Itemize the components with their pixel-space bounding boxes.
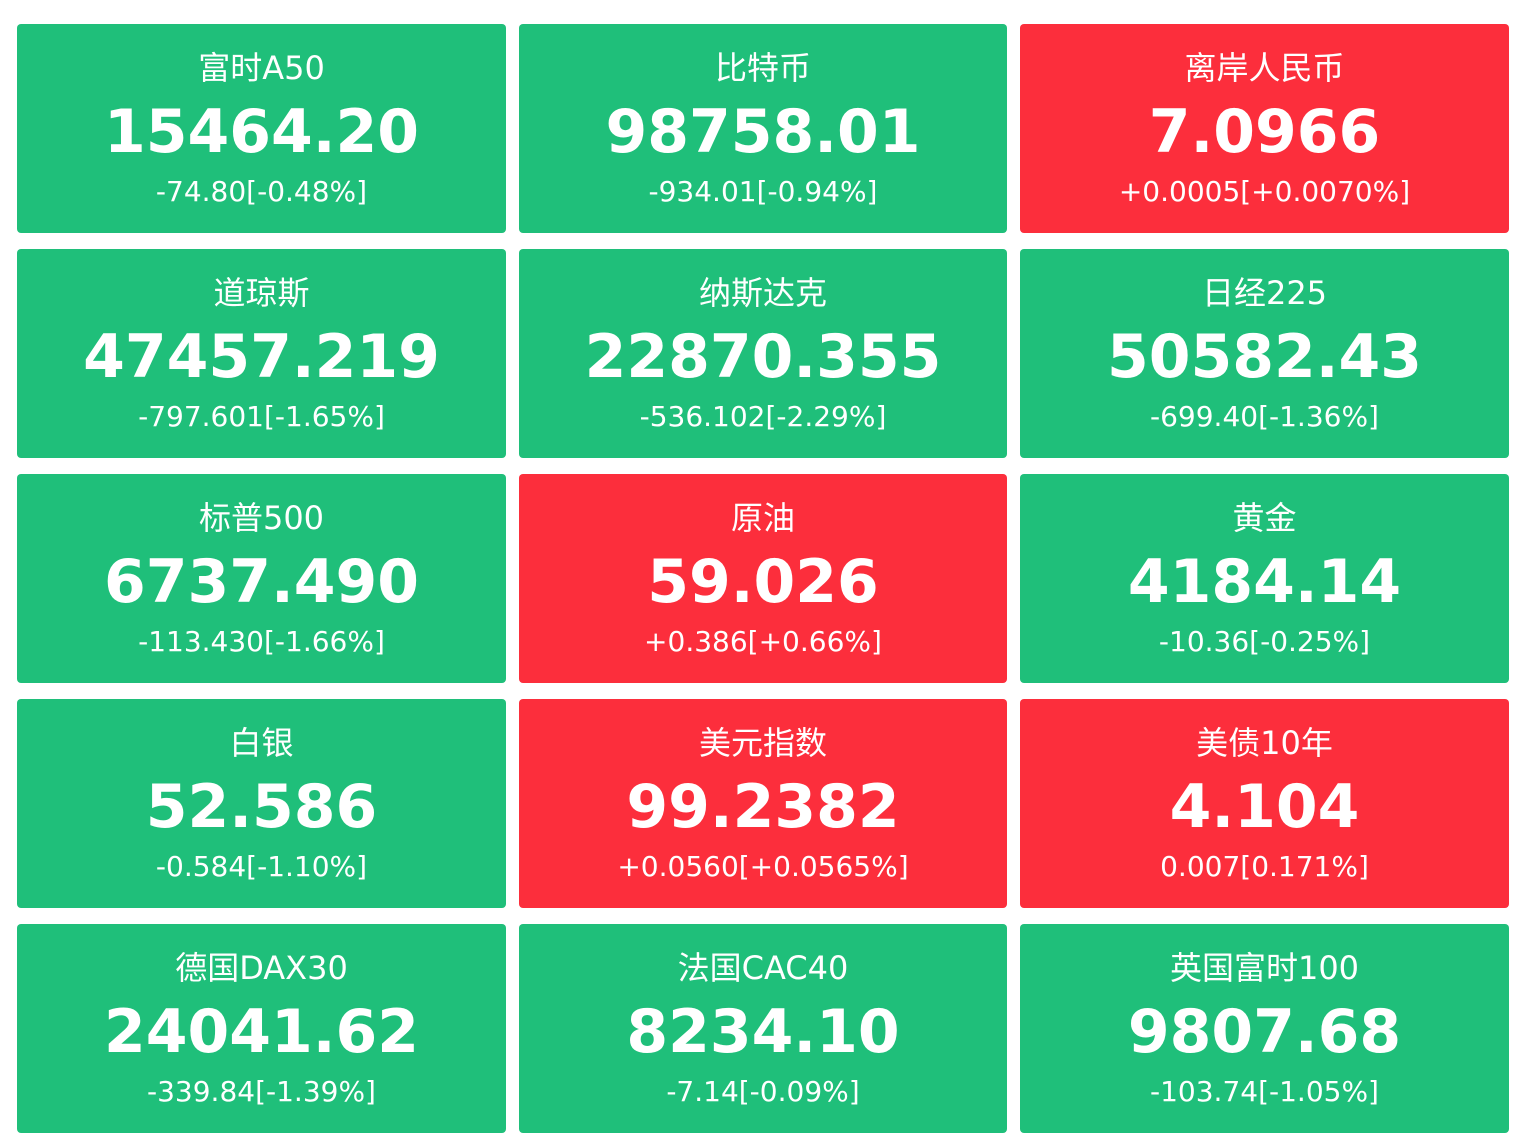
quote-tile-gold[interactable]: 黄金 4184.14 -10.36[-0.25%] <box>1020 474 1509 683</box>
instrument-name: 法国CAC40 <box>677 949 849 987</box>
quote-tile-us-10y-treasury[interactable]: 美债10年 4.104 0.007[0.171%] <box>1020 699 1509 908</box>
instrument-name: 纳斯达克 <box>698 274 827 312</box>
quote-tile-ftse-100[interactable]: 英国富时100 9807.68 -103.74[-1.05%] <box>1020 924 1509 1133</box>
instrument-change: -113.430[-1.66%] <box>138 625 385 658</box>
instrument-name: 美债10年 <box>1196 724 1333 762</box>
instrument-name: 白银 <box>229 724 294 762</box>
instrument-change: -536.102[-2.29%] <box>639 400 887 433</box>
instrument-name: 原油 <box>730 499 795 537</box>
instrument-price: 47457.219 <box>83 322 440 392</box>
quote-tile-cac40[interactable]: 法国CAC40 8234.10 -7.14[-0.09%] <box>519 924 1007 1133</box>
instrument-change: +0.0560[+0.0565%] <box>617 850 909 883</box>
instrument-name: 德国DAX30 <box>175 949 348 987</box>
quote-tile-dax30[interactable]: 德国DAX30 24041.62 -339.84[-1.39%] <box>17 924 506 1133</box>
instrument-change: -797.601[-1.65%] <box>138 400 385 433</box>
instrument-price: 22870.355 <box>584 322 942 392</box>
quote-tile-nasdaq[interactable]: 纳斯达克 22870.355 -536.102[-2.29%] <box>519 249 1007 458</box>
quote-tile-ftse-a50[interactable]: 富时A50 15464.20 -74.80[-0.48%] <box>17 24 506 233</box>
instrument-name: 离岸人民币 <box>1184 49 1345 87</box>
quote-tile-crude-oil[interactable]: 原油 59.026 +0.386[+0.66%] <box>519 474 1007 683</box>
instrument-price: 4.104 <box>1169 772 1360 842</box>
instrument-name: 美元指数 <box>698 724 827 762</box>
quote-tile-nikkei-225[interactable]: 日经225 50582.43 -699.40[-1.36%] <box>1020 249 1509 458</box>
instrument-price: 59.026 <box>647 547 879 617</box>
instrument-name: 富时A50 <box>198 49 325 87</box>
instrument-change: -0.584[-1.10%] <box>155 850 368 883</box>
instrument-price: 99.2382 <box>626 772 900 842</box>
instrument-price: 8234.10 <box>626 997 900 1067</box>
instrument-price: 50582.43 <box>1106 322 1423 392</box>
instrument-price: 24041.62 <box>103 997 420 1067</box>
instrument-change: +0.0005[+0.0070%] <box>1118 175 1411 208</box>
instrument-price: 52.586 <box>145 772 378 842</box>
instrument-name: 日经225 <box>1201 274 1328 312</box>
quote-tile-dollar-index[interactable]: 美元指数 99.2382 +0.0560[+0.0565%] <box>519 699 1007 908</box>
instrument-name: 比特币 <box>714 49 811 87</box>
quote-tile-silver[interactable]: 白银 52.586 -0.584[-1.10%] <box>17 699 506 908</box>
instrument-price: 15464.20 <box>103 97 420 167</box>
instrument-price: 7.0966 <box>1148 97 1381 167</box>
quote-tile-offshore-rmb[interactable]: 离岸人民币 7.0966 +0.0005[+0.0070%] <box>1020 24 1509 233</box>
market-quote-grid: 富时A50 15464.20 -74.80[-0.48%] 比特币 98758.… <box>17 24 1509 1133</box>
instrument-name: 标普500 <box>198 499 325 537</box>
quote-tile-sp500[interactable]: 标普500 6737.490 -113.430[-1.66%] <box>17 474 506 683</box>
instrument-price: 9807.68 <box>1127 997 1402 1067</box>
instrument-price: 4184.14 <box>1127 547 1402 617</box>
instrument-name: 英国富时100 <box>1169 949 1360 987</box>
quote-tile-dow-jones[interactable]: 道琼斯 47457.219 -797.601[-1.65%] <box>17 249 506 458</box>
instrument-change: -934.01[-0.94%] <box>648 175 878 208</box>
instrument-change: -7.14[-0.09%] <box>666 1075 860 1108</box>
instrument-change: -103.74[-1.05%] <box>1150 1075 1379 1108</box>
instrument-change: 0.007[0.171%] <box>1160 850 1369 883</box>
instrument-price: 98758.01 <box>605 97 921 167</box>
quote-tile-bitcoin[interactable]: 比特币 98758.01 -934.01[-0.94%] <box>519 24 1007 233</box>
instrument-change: +0.386[+0.66%] <box>644 625 882 658</box>
instrument-price: 6737.490 <box>103 547 420 617</box>
instrument-change: -74.80[-0.48%] <box>155 175 368 208</box>
instrument-change: -339.84[-1.39%] <box>147 1075 376 1108</box>
instrument-change: -10.36[-0.25%] <box>1158 625 1371 658</box>
instrument-name: 黄金 <box>1232 499 1297 537</box>
instrument-name: 道琼斯 <box>213 274 310 312</box>
instrument-change: -699.40[-1.36%] <box>1150 400 1379 433</box>
